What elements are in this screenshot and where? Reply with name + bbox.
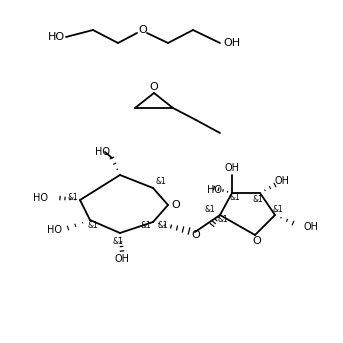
Text: O: O — [253, 236, 261, 246]
Text: &1: &1 — [140, 222, 151, 230]
Text: OH: OH — [303, 222, 318, 232]
Text: &1: &1 — [229, 193, 240, 202]
Text: &1: &1 — [204, 205, 215, 214]
Text: &1: &1 — [67, 193, 78, 202]
Text: &1: &1 — [156, 177, 167, 187]
Text: O: O — [172, 200, 180, 210]
Text: HO: HO — [95, 147, 110, 157]
Text: &1: &1 — [113, 237, 123, 246]
Text: HO: HO — [207, 185, 222, 195]
Text: &1: &1 — [158, 222, 169, 230]
Text: OH: OH — [274, 176, 289, 186]
Text: OH: OH — [225, 163, 239, 173]
Text: HO: HO — [33, 193, 48, 203]
Text: &1: &1 — [273, 205, 283, 214]
Text: OH: OH — [115, 254, 130, 264]
Text: &1: &1 — [253, 194, 263, 203]
Text: O: O — [192, 230, 200, 240]
Text: O: O — [139, 25, 147, 35]
Text: HO: HO — [48, 32, 65, 42]
Text: OH: OH — [223, 38, 240, 48]
Text: &1: &1 — [87, 222, 98, 230]
Text: &1: &1 — [217, 215, 228, 225]
Text: HO: HO — [47, 225, 62, 235]
Text: O: O — [150, 82, 158, 92]
